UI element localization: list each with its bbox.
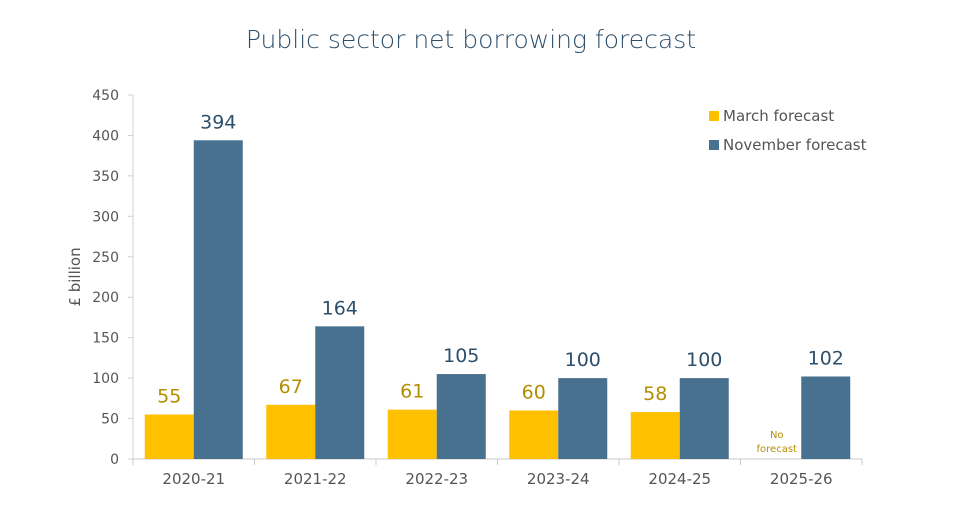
x-tick-label: 2023-24 [527, 470, 590, 488]
data-label: 67 [279, 376, 303, 398]
data-label: 164 [322, 297, 358, 319]
y-axis-label: £ billion [66, 247, 84, 306]
y-tick-label: 100 [92, 371, 119, 387]
data-label: 55 [157, 386, 181, 408]
bar-march-2021-22 [266, 404, 316, 459]
x-tick-label: 2020-21 [162, 470, 225, 488]
bar-november-2025-26 [801, 376, 851, 459]
data-label: 394 [200, 111, 236, 133]
y-tick-label: 250 [92, 250, 119, 266]
y-tick-label: 400 [92, 128, 119, 144]
bar-november-2021-22 [315, 326, 365, 459]
x-tick-label: 2022-23 [405, 470, 468, 488]
bar-november-2020-21 [193, 140, 243, 459]
bar-november-2023-24 [558, 378, 608, 459]
legend: March forecast November forecast [709, 107, 867, 154]
bar-march-2023-24 [509, 410, 559, 459]
data-label: 105 [443, 345, 479, 367]
y-tick-label: 300 [92, 209, 119, 225]
no-forecast-note: forecast [757, 444, 798, 455]
data-label: 60 [522, 381, 546, 403]
data-label: 100 [565, 349, 601, 371]
y-tick-label: 150 [92, 331, 119, 347]
y-ticks: 0 50 100 150 200 250 300 350 400 450 [92, 88, 133, 468]
data-label: 58 [643, 383, 667, 405]
data-labels: 55 67 61 60 58 394 164 105 100 100 102 No forecast [157, 111, 844, 455]
x-tick-label: 2024-25 [648, 470, 711, 488]
bar-november-2022-23 [436, 374, 486, 459]
data-label: 61 [400, 381, 424, 403]
bars [144, 140, 851, 459]
y-tick-label: 450 [92, 88, 119, 104]
legend-swatch [709, 140, 719, 150]
legend-swatch [709, 111, 719, 121]
no-forecast-note: No [770, 430, 784, 441]
bar-march-2022-23 [387, 409, 437, 459]
chart-title: Public sector net borrowing forecast [246, 25, 696, 54]
x-tick-label: 2021-22 [284, 470, 347, 488]
bar-march-2024-25 [630, 412, 680, 459]
x-ticks: 2020-21 2021-22 2022-23 2023-24 2024-25 2025-… [132, 459, 863, 488]
bar-november-2024-25 [679, 378, 729, 459]
y-tick-label: 200 [92, 290, 119, 306]
legend-label: March forecast [723, 107, 834, 125]
bar-march-2020-21 [144, 414, 194, 459]
y-tick-label: 50 [101, 412, 119, 428]
data-label: 100 [686, 349, 722, 371]
y-tick-label: 0 [110, 452, 119, 468]
data-label: 102 [808, 347, 844, 369]
legend-label: November forecast [723, 136, 867, 154]
y-tick-label: 350 [92, 169, 119, 185]
x-tick-label: 2025-26 [770, 470, 833, 488]
